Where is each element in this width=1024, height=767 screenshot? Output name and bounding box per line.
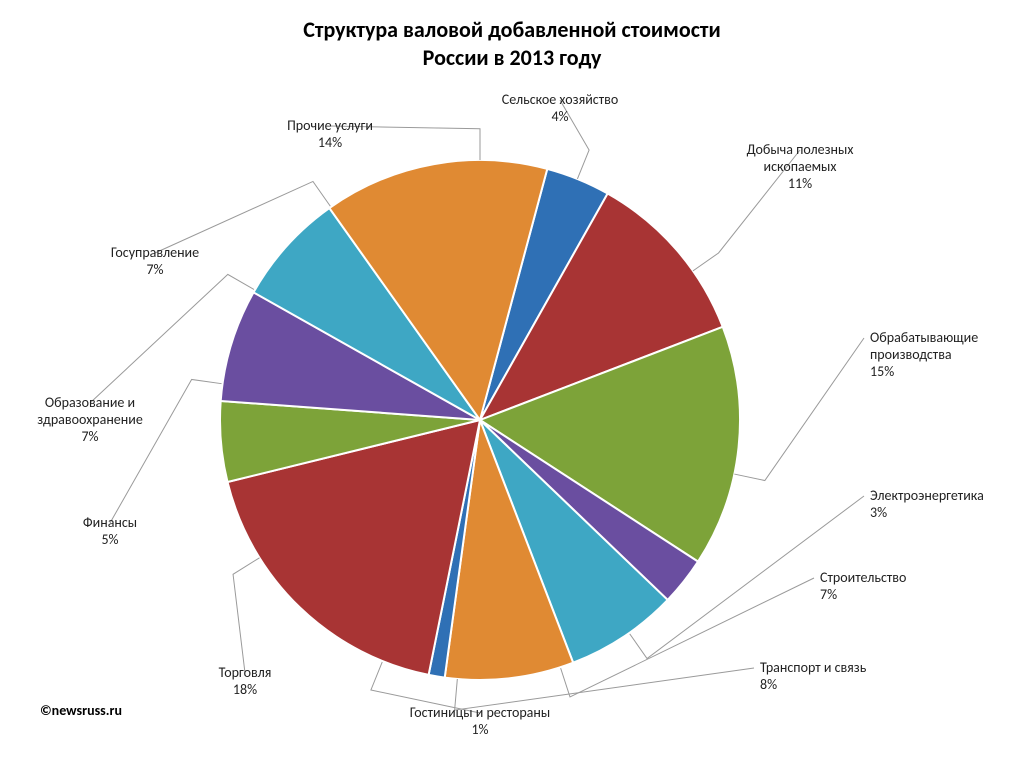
slice-label-name: Добыча полезныхископаемых — [747, 142, 854, 176]
slice-label: Сельское хозяйство4% — [502, 92, 618, 126]
slice-label-percent: 7% — [820, 587, 906, 604]
slice-label-percent: 7% — [37, 429, 143, 446]
slice-label-name: Торговля — [219, 665, 272, 682]
leader-line — [734, 338, 864, 481]
slice-label-name: Электроэнергетика — [870, 488, 984, 505]
slice-label: Обрабатывающиепроизводства15% — [870, 330, 978, 380]
slice-label: Торговля18% — [219, 665, 272, 699]
slice-label: Финансы5% — [83, 515, 137, 549]
slice-label-name: Строительство — [820, 570, 906, 587]
slice-label-name: Обрабатывающиепроизводства — [870, 330, 978, 364]
slice-label-percent: 3% — [870, 505, 984, 522]
slice-label-percent: 15% — [870, 364, 978, 381]
slice-label: Прочие услуги14% — [287, 118, 373, 152]
slice-label: Строительство7% — [820, 570, 906, 604]
slice-label: Образование издравоохранение7% — [37, 395, 143, 445]
slice-label-name: Гостиницы и рестораны — [410, 705, 550, 722]
slice-label-name: Сельское хозяйство — [502, 92, 618, 109]
slice-label: Электроэнергетика3% — [870, 488, 984, 522]
chart-container: Структура валовой добавленной стоимости … — [0, 0, 1024, 767]
slice-label-percent: 18% — [219, 682, 272, 699]
slice-label-percent: 14% — [287, 135, 373, 152]
slice-label-percent: 1% — [410, 722, 550, 739]
slice-label-percent: 4% — [502, 109, 618, 126]
leader-line — [233, 558, 259, 673]
slice-label: Гостиницы и рестораны1% — [410, 705, 550, 739]
slice-label-percent: 11% — [747, 176, 854, 193]
slice-label-name: Финансы — [83, 515, 137, 532]
slice-label: Транспорт и связь8% — [760, 660, 866, 694]
slice-label-percent: 7% — [111, 262, 199, 279]
slice-label-name: Образование издравоохранение — [37, 395, 143, 429]
slice-label: Добыча полезныхископаемых11% — [747, 142, 854, 192]
slice-label-percent: 8% — [760, 677, 866, 694]
slice-label-percent: 5% — [83, 532, 137, 549]
credit-text: ©newsruss.ru — [40, 702, 122, 719]
slice-label-name: Транспорт и связь — [760, 660, 866, 677]
slice-label: Госуправление7% — [111, 245, 199, 279]
slice-label-name: Прочие услуги — [287, 118, 373, 135]
slice-label-name: Госуправление — [111, 245, 199, 262]
